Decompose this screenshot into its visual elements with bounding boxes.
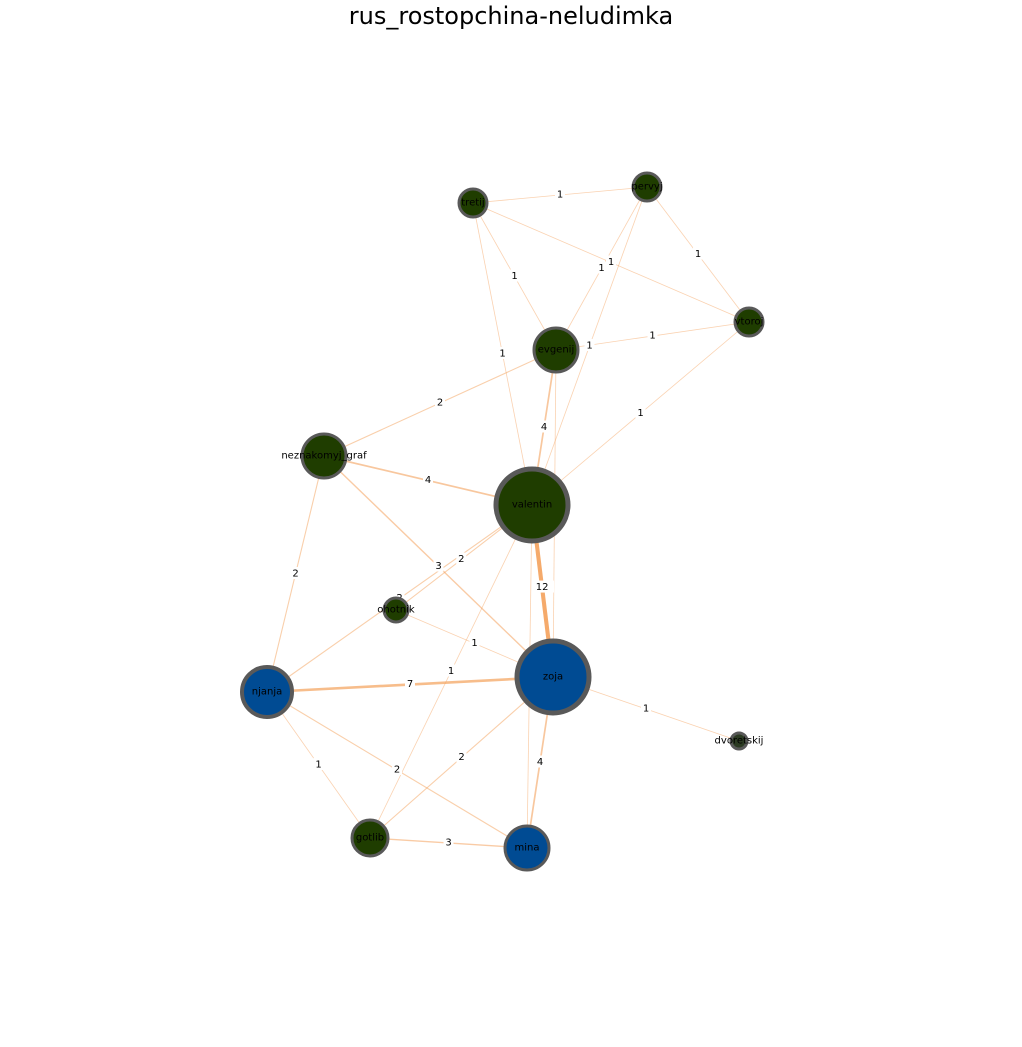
- node-evgenij[interactable]: evgenij: [532, 326, 580, 374]
- edge-label-bg: [443, 836, 454, 848]
- edge-weight-label: 2: [437, 398, 443, 409]
- node-tretij[interactable]: tretij: [457, 187, 489, 219]
- edge-label-bg: [446, 664, 456, 677]
- edge-weight-label: 1: [695, 249, 701, 260]
- node-circle[interactable]: [493, 466, 571, 544]
- node-zoja[interactable]: zoja: [514, 638, 592, 716]
- page-title: rus_rostopchina-neludimka: [348, 2, 674, 30]
- edge-weight-label: 7: [407, 679, 413, 690]
- node-circle[interactable]: [532, 326, 580, 374]
- node-valentin[interactable]: valentin: [493, 466, 571, 544]
- node-circle[interactable]: [350, 818, 390, 858]
- edge-label-bg: [469, 636, 480, 649]
- edge-label-bg: [435, 396, 445, 408]
- node-label: neznakomyj_graf: [281, 451, 367, 462]
- edge-weight-label: 3: [435, 561, 441, 572]
- edge-label-bg: [456, 750, 467, 763]
- edge-label-bg: [392, 763, 402, 775]
- edge-label-bg: [641, 702, 651, 714]
- edge-label-bg: [433, 559, 444, 572]
- node-mina[interactable]: mina: [503, 824, 551, 872]
- edge-label-bg: [535, 755, 545, 768]
- node-dvoretskij[interactable]: dvoretskij: [715, 731, 764, 751]
- node-label: evgenij: [538, 345, 574, 356]
- node-label: gotlib: [356, 833, 384, 844]
- edge-label-bg: [584, 339, 595, 351]
- node-neznakomyj_graf[interactable]: neznakomyj_graf: [281, 432, 367, 480]
- edge-weight-label: 1: [557, 190, 563, 201]
- edge-weight-label: 1: [499, 349, 505, 360]
- edge-weight-label: 1: [608, 257, 614, 268]
- node-label: njanja: [252, 687, 283, 698]
- edge-weight-label: 1: [598, 263, 604, 274]
- edge-label-bg: [405, 677, 415, 690]
- node-label: tretij: [461, 198, 484, 209]
- edge-label-bg: [423, 473, 433, 486]
- node-circle[interactable]: [240, 665, 294, 719]
- node-label: valentin: [512, 500, 552, 511]
- node-circle[interactable]: [300, 432, 348, 480]
- node-circle[interactable]: [729, 731, 749, 751]
- edge-label-bg: [313, 758, 324, 770]
- edge-label-bg: [497, 347, 508, 359]
- edge-weight-label: 2: [394, 765, 400, 776]
- edge-label-bg: [539, 420, 549, 433]
- node-circle[interactable]: [382, 596, 410, 624]
- nodes-layer: tretij pervyj vtoroj evgenij neznakomyj_graf…: [240, 171, 765, 872]
- edge-weight-label: 2: [458, 752, 464, 763]
- edge-weight-label: 1: [637, 408, 643, 419]
- node-label: ohotnik: [377, 605, 415, 616]
- edge-weight-label: 4: [541, 422, 547, 433]
- edge-weight-label: 1: [586, 341, 592, 352]
- edge-label-bg: [635, 406, 646, 419]
- edge-weight-label: 4: [537, 757, 543, 768]
- edge-label-bg: [596, 261, 607, 274]
- edge-weight-label: 4: [425, 475, 431, 486]
- edge-weight-label: 1: [643, 704, 649, 715]
- node-ohotnik[interactable]: ohotnik: [377, 596, 415, 624]
- node-label: zoja: [543, 672, 563, 683]
- edge-label-bg: [537, 580, 555, 593]
- node-label: vtoroj: [735, 317, 764, 328]
- node-vtoroj[interactable]: vtoroj: [733, 306, 765, 338]
- node-label: mina: [515, 843, 540, 854]
- edge-label-bg: [555, 188, 565, 200]
- node-circle[interactable]: [514, 638, 592, 716]
- edge-weight-label: 2: [292, 569, 298, 580]
- edge-label-bg: [290, 567, 301, 579]
- node-circle[interactable]: [457, 187, 489, 219]
- edge-weight-label: 1: [511, 271, 517, 282]
- node-gotlib[interactable]: gotlib: [350, 818, 390, 858]
- node-label: dvoretskij: [715, 736, 764, 747]
- edge-weight-label: 2: [458, 554, 464, 565]
- node-circle[interactable]: [631, 171, 663, 203]
- edge-label-bg: [456, 552, 467, 565]
- node-circle[interactable]: [503, 824, 551, 872]
- edge-weight-label: 1: [315, 760, 321, 771]
- node-label: pervyj: [631, 182, 662, 193]
- edge-weight-label: 1: [471, 638, 477, 649]
- node-circle[interactable]: [733, 306, 765, 338]
- edge-weight-label: 12: [536, 582, 549, 593]
- edge-label-bg: [509, 269, 520, 282]
- node-pervyj[interactable]: pervyj: [631, 171, 663, 203]
- node-njanja[interactable]: njanja: [240, 665, 294, 719]
- edge-label-bg: [606, 255, 616, 268]
- edge-weight-label: 1: [448, 666, 454, 677]
- edge-weight-label: 1: [649, 331, 655, 342]
- edge-label-bg: [647, 329, 658, 341]
- edge-label-bg: [693, 247, 703, 260]
- edge-weight-label: 3: [445, 838, 451, 849]
